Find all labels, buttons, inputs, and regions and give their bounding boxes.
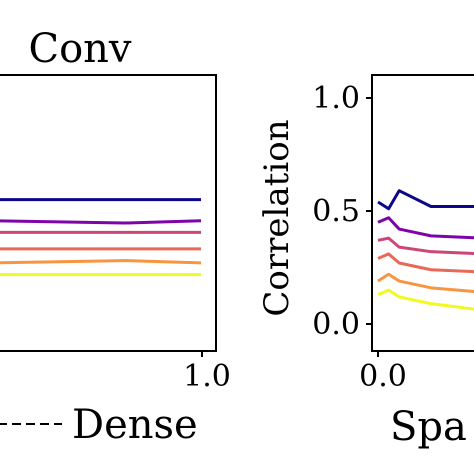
right-y-ticks: 0.0 0.5 1.0 [312, 81, 372, 342]
right-y-tick-label-3: 1.0 [312, 81, 360, 116]
legend: Dense [0, 402, 198, 448]
left-series-line-2 [0, 219, 202, 225]
right-panel: Correlation 0.0 0.5 1.0 0.0 Spa [257, 74, 474, 450]
right-series-line-6 [377, 288, 474, 311]
left-x-tick-label: 1.0 [183, 359, 231, 394]
left-panel: Conv 1.0 [0, 26, 231, 394]
right-series-line-4 [377, 252, 474, 274]
left-series-group [0, 198, 202, 277]
right-y-axis-label: Correlation [257, 119, 297, 316]
right-series-line-2 [377, 216, 474, 240]
legend-dense-label: Dense [72, 402, 198, 448]
right-series-line-5 [377, 272, 474, 294]
right-y-tick-label-1: 0.0 [312, 307, 360, 342]
right-plot-frame [371, 74, 474, 352]
right-series-line-1 [377, 189, 474, 211]
left-series-line-5 [0, 259, 202, 265]
right-y-tick-label-2: 0.5 [312, 194, 360, 229]
left-plot-frame [0, 74, 217, 352]
right-series-line-3 [377, 236, 474, 256]
right-x-axis-label: Spa [390, 404, 467, 450]
right-series-group [377, 189, 474, 311]
right-x-tick-label: 0.0 [359, 359, 407, 394]
left-panel-title: Conv [28, 26, 131, 72]
